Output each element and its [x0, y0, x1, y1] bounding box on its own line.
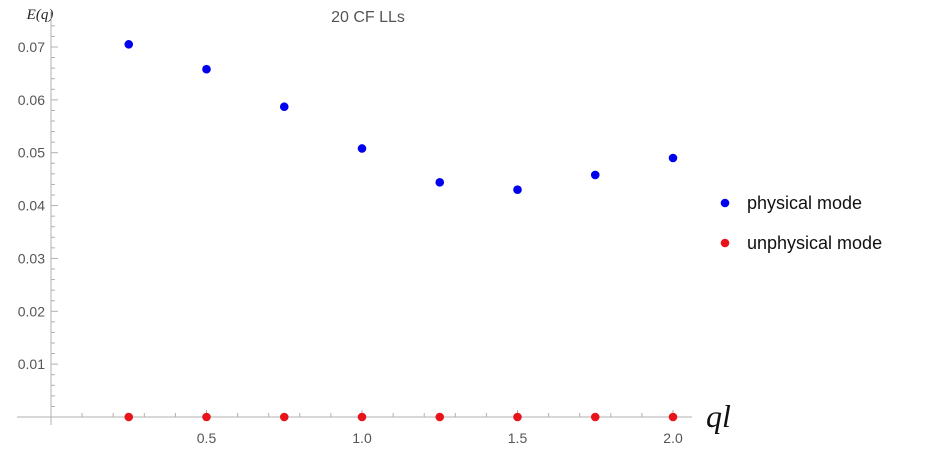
legend-label: unphysical mode — [747, 233, 882, 253]
x-axis-label: ql — [706, 398, 731, 434]
data-point — [435, 178, 445, 187]
series-unphysical-mode — [124, 412, 678, 422]
y-axis-label: E(q) — [26, 7, 54, 23]
x-tick-label: 1.5 — [508, 430, 528, 446]
data-point — [124, 40, 134, 49]
axis-ticks: 0.5 1.0 1.5 2.0 0.01 0.02 0.03 0.04 0.05 0.06 0.07 — [18, 25, 683, 446]
data-point — [279, 102, 289, 112]
data-point — [357, 412, 367, 422]
data-point — [202, 412, 211, 422]
chart-title: 20 CF LLs — [331, 9, 405, 26]
data-point — [513, 412, 522, 422]
y-tick-label: 0.06 — [18, 92, 45, 108]
series-physical-mode — [124, 40, 678, 195]
y-tick-label: 0.03 — [18, 250, 45, 266]
y-tick-label: 0.04 — [18, 198, 45, 214]
data-point — [357, 144, 367, 153]
data-marks — [124, 40, 678, 422]
data-point — [590, 170, 600, 180]
data-point — [202, 64, 211, 74]
x-tick-label: 0.5 — [197, 430, 217, 446]
y-tick-label: 0.05 — [18, 145, 45, 161]
data-point — [668, 412, 678, 422]
y-tick-label: 0.02 — [18, 303, 45, 319]
y-tick-label: 0.07 — [18, 39, 45, 55]
data-point — [590, 412, 600, 422]
data-point — [668, 153, 678, 163]
x-tick-label: 1.0 — [352, 430, 372, 446]
legend-label: physical mode — [747, 193, 862, 213]
legend: physical mode unphysical mode — [720, 193, 882, 253]
data-point — [124, 412, 134, 422]
legend-marker — [720, 238, 730, 248]
data-point — [279, 412, 289, 422]
legend-marker — [720, 198, 730, 208]
x-tick-label: 2.0 — [663, 430, 683, 446]
data-point — [513, 185, 522, 195]
y-tick-label: 0.01 — [18, 356, 45, 372]
data-point — [435, 412, 445, 422]
